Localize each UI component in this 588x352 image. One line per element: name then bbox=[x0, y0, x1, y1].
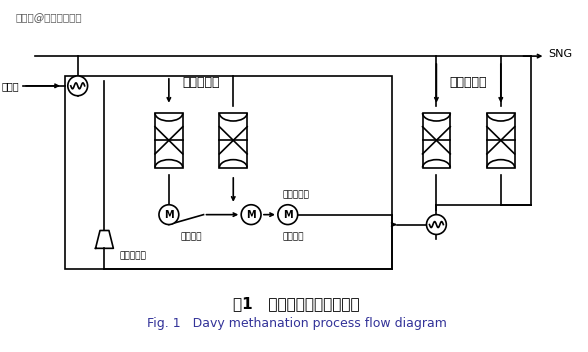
Text: M: M bbox=[283, 210, 293, 220]
Text: 循环压缩机: 循环压缩机 bbox=[119, 251, 146, 260]
Text: 废热锅炉: 废热锅炉 bbox=[181, 232, 202, 241]
Bar bbox=[65, 76, 392, 269]
Text: 废热锅炉: 废热锅炉 bbox=[283, 232, 305, 241]
Text: Fig. 1   Davy methanation process flow diagram: Fig. 1 Davy methanation process flow dia… bbox=[147, 317, 447, 330]
Text: M: M bbox=[164, 210, 173, 220]
Text: 图1   戴维甲烷化工艺流程图: 图1 戴维甲烷化工艺流程图 bbox=[233, 296, 360, 311]
Text: 蒸汽过热器: 蒸汽过热器 bbox=[283, 190, 310, 199]
Bar bbox=[155, 113, 183, 168]
Bar bbox=[487, 113, 514, 168]
Bar bbox=[219, 113, 247, 168]
Text: 搜狐号@四川蜀泰化工: 搜狐号@四川蜀泰化工 bbox=[15, 13, 82, 24]
Text: M: M bbox=[246, 210, 256, 220]
Circle shape bbox=[68, 76, 88, 96]
Text: 补充甲烷化: 补充甲烷化 bbox=[450, 76, 487, 89]
Bar bbox=[423, 113, 450, 168]
Circle shape bbox=[426, 215, 446, 234]
Circle shape bbox=[159, 205, 179, 225]
Text: 大量甲烷化: 大量甲烷化 bbox=[182, 76, 220, 89]
Text: 原料气: 原料气 bbox=[2, 81, 19, 91]
Circle shape bbox=[278, 205, 298, 225]
Text: SNG: SNG bbox=[549, 49, 573, 59]
Circle shape bbox=[241, 205, 261, 225]
